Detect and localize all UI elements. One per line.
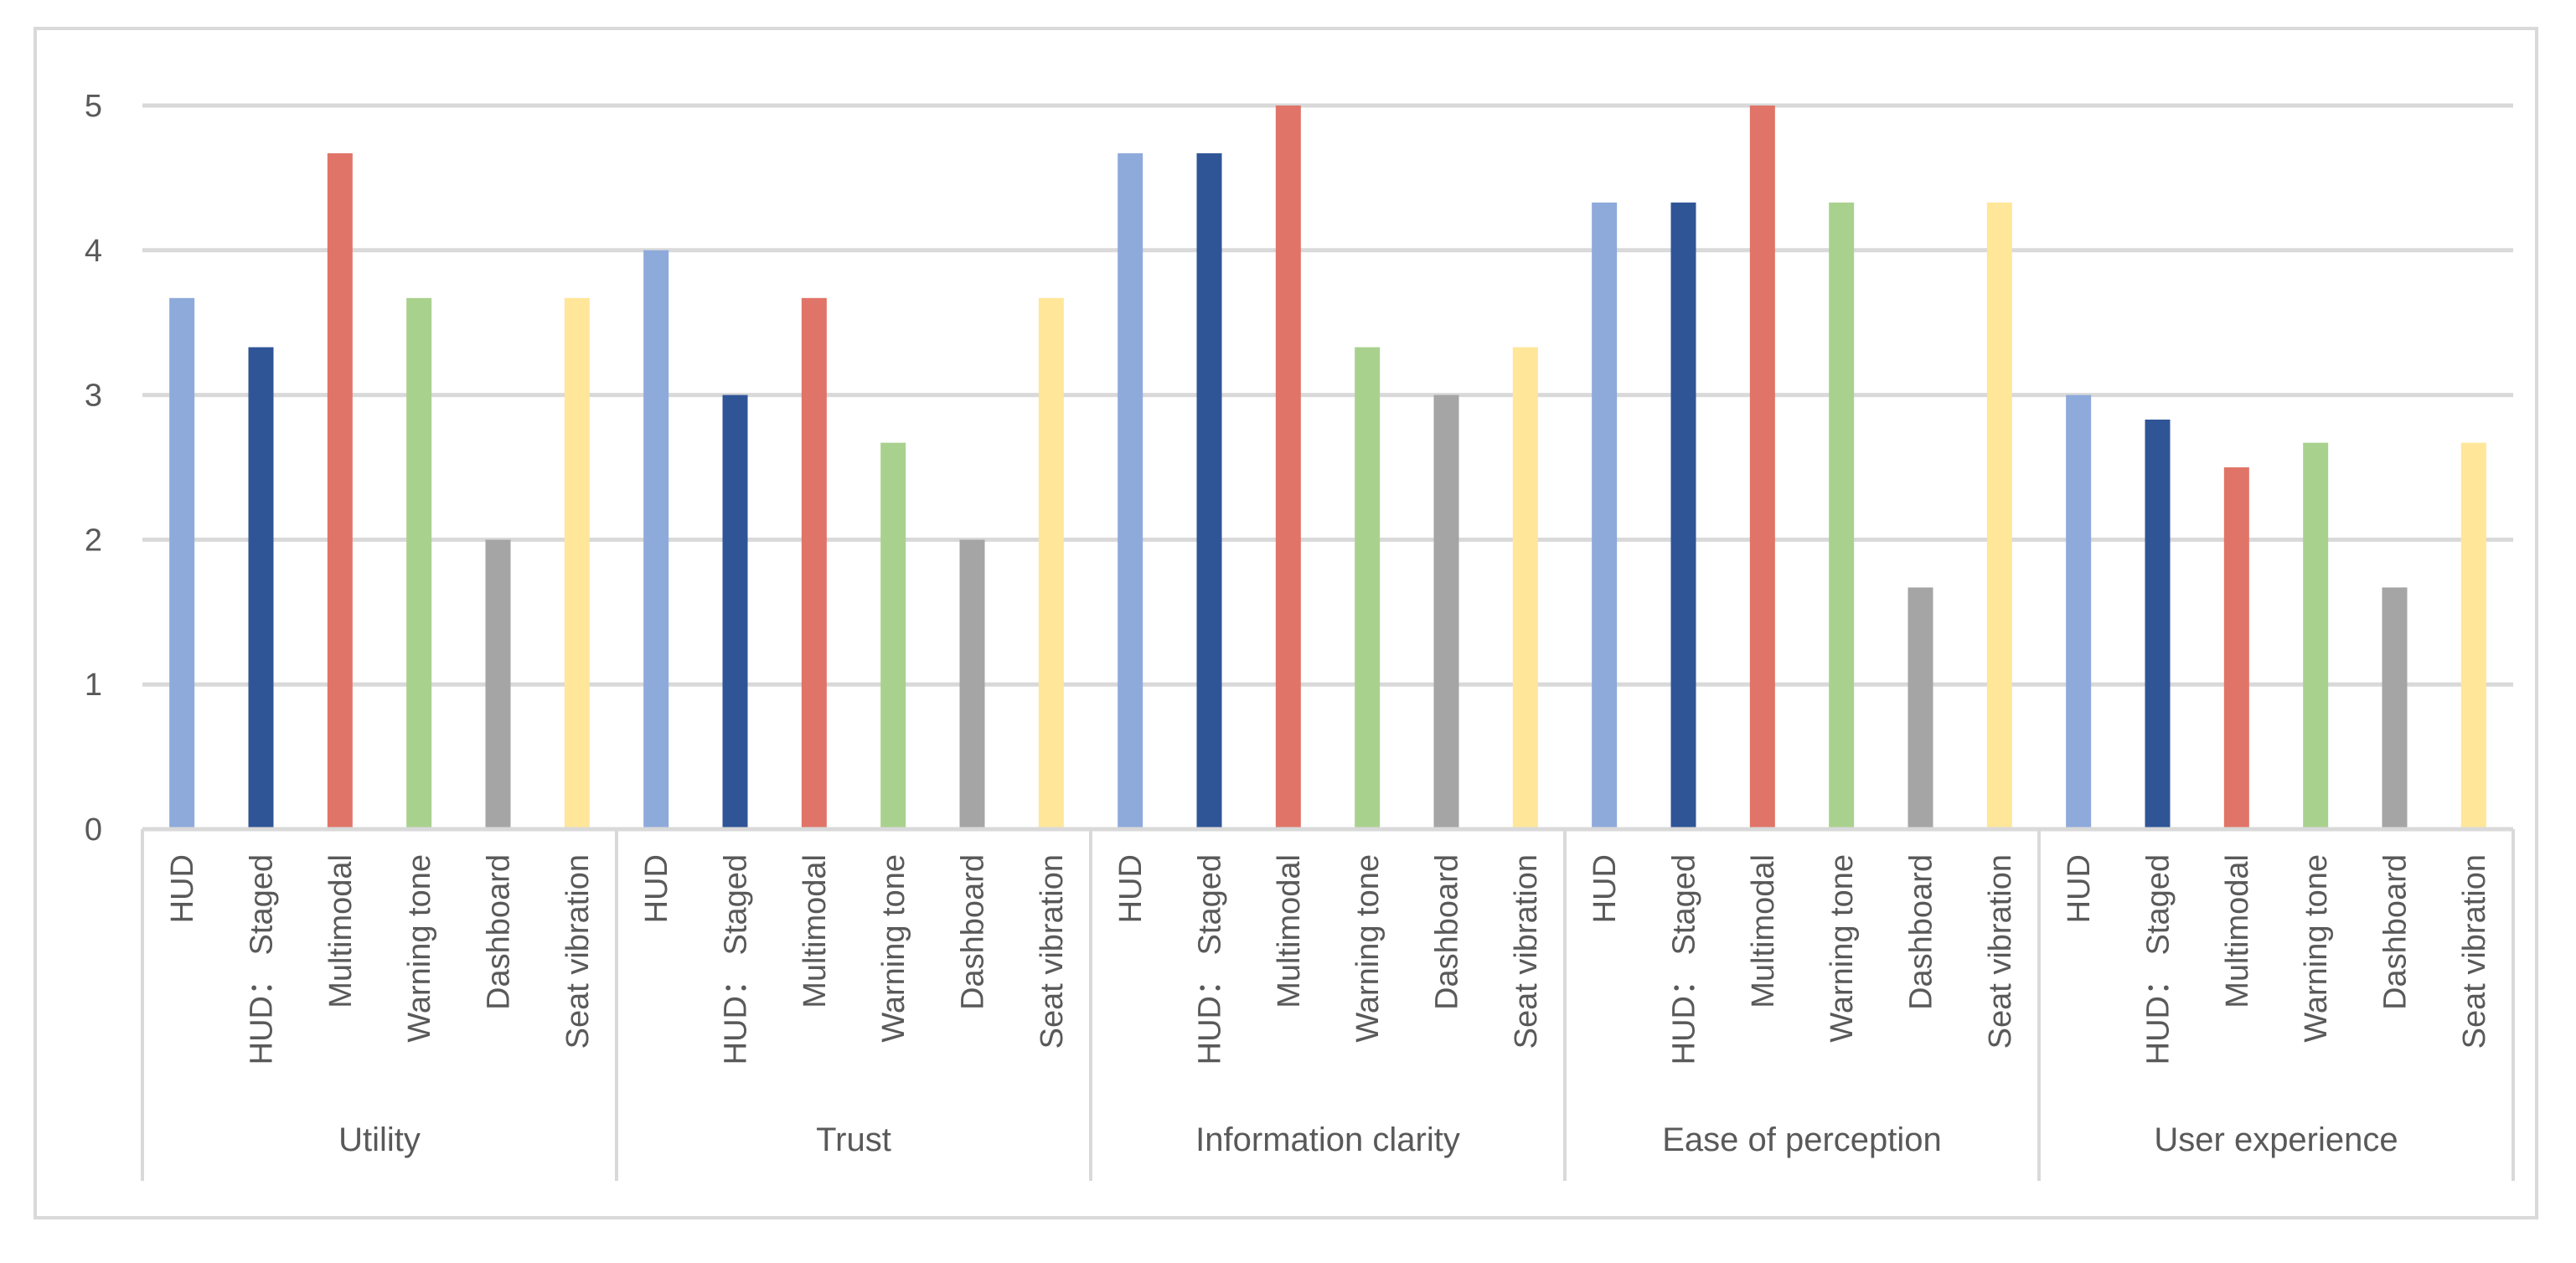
group-label-utility: Utility — [338, 1121, 421, 1158]
bar-trust-hud-staged — [722, 394, 748, 830]
bar-information-clarity-seat-vibration — [1512, 347, 1538, 829]
y-tick-label-2: 2 — [85, 523, 102, 558]
bar-information-clarity-dashboard — [1433, 394, 1459, 830]
bar-ease-of-perception-hud — [1592, 202, 1618, 829]
category-label-ease-of-perception-seat-vibration: Seat vibration — [1983, 854, 2018, 1049]
category-label-user-experience-hud-staged: HUD： Staged — [2141, 854, 2176, 1065]
bar-trust-multimodal — [801, 297, 827, 830]
category-label-trust-hud-staged: HUD： Staged — [719, 854, 754, 1065]
category-label-information-clarity-hud: HUD — [1113, 854, 1149, 923]
x-axis-category-labels: HUD HUD： Staged Multimodal Warning tone Dash… — [165, 854, 2492, 1065]
bar-information-clarity-hud-staged — [1196, 153, 1222, 830]
x-axis-group-labels: Utility Trust Information clarity Ease of p… — [338, 1121, 2398, 1158]
bar-ease-of-perception-multimodal — [1749, 106, 1775, 829]
category-label-ease-of-perception-multimodal: Multimodal — [1746, 854, 1781, 1008]
category-label-user-experience-multimodal: Multimodal — [2220, 854, 2255, 1008]
bar-utility-seat-vibration — [564, 297, 590, 830]
bar-user-experience-hud — [2066, 394, 2092, 830]
bar-user-experience-warning-tone — [2303, 442, 2329, 829]
category-label-user-experience-dashboard: Dashboard — [2378, 854, 2413, 1010]
bar-ease-of-perception-hud-staged — [1670, 202, 1696, 829]
category-label-user-experience-seat-vibration: Seat vibration — [2457, 854, 2492, 1049]
bar-information-clarity-multimodal — [1275, 106, 1301, 829]
category-label-utility-hud: HUD — [165, 854, 200, 923]
bar-trust-hud — [643, 250, 669, 829]
category-label-utility-dashboard: Dashboard — [482, 854, 517, 1010]
category-label-trust-seat-vibration: Seat vibration — [1035, 854, 1070, 1049]
bar-ease-of-perception-warning-tone — [1829, 202, 1855, 829]
category-label-utility-seat-vibration: Seat vibration — [560, 854, 596, 1049]
category-label-information-clarity-dashboard: Dashboard — [1430, 854, 1465, 1010]
y-tick-label-5: 5 — [85, 89, 102, 124]
bar-trust-dashboard — [959, 539, 985, 829]
x-axis — [141, 827, 2515, 1181]
category-label-ease-of-perception-warning-tone: Warning tone — [1825, 854, 1860, 1043]
category-label-information-clarity-warning-tone: Warning tone — [1350, 854, 1386, 1043]
category-label-information-clarity-hud-staged: HUD： Staged — [1193, 854, 1228, 1065]
category-label-information-clarity-multimodal: Multimodal — [1272, 854, 1307, 1008]
category-label-trust-warning-tone: Warning tone — [876, 854, 911, 1043]
category-label-trust-dashboard: Dashboard — [956, 854, 991, 1010]
chart-frame: 0 1 2 3 4 5 HUD HUD： Staged Multimodal Warning t… — [34, 27, 2538, 1219]
category-label-ease-of-perception-hud: HUD — [1587, 854, 1623, 923]
bar-utility-hud-staged — [248, 347, 274, 829]
category-label-utility-hud-staged: HUD： Staged — [245, 854, 280, 1065]
category-label-ease-of-perception-dashboard: Dashboard — [1904, 854, 1939, 1010]
bar-trust-seat-vibration — [1038, 297, 1064, 830]
group-label-ease-of-perception: Ease of perception — [1662, 1121, 1942, 1158]
category-label-utility-warning-tone: Warning tone — [402, 854, 437, 1043]
bar-chart: 0 1 2 3 4 5 HUD HUD： Staged Multimodal Warning t… — [85, 89, 2515, 1181]
category-label-trust-multimodal: Multimodal — [798, 854, 833, 1008]
y-tick-label-3: 3 — [85, 379, 102, 414]
bars — [169, 106, 2486, 830]
y-tick-label-1: 1 — [85, 668, 102, 703]
category-label-user-experience-warning-tone: Warning tone — [2299, 854, 2334, 1043]
group-label-user-experience: User experience — [2154, 1121, 2398, 1158]
y-axis-tick-labels: 0 1 2 3 4 5 — [85, 89, 102, 848]
bar-utility-multimodal — [327, 153, 353, 830]
bar-information-clarity-hud — [1118, 153, 1143, 830]
bar-user-experience-hud-staged — [2145, 419, 2171, 829]
bar-utility-warning-tone — [406, 297, 432, 830]
bar-utility-dashboard — [485, 539, 511, 829]
category-label-utility-multimodal: Multimodal — [323, 854, 359, 1008]
bar-utility-hud — [169, 297, 195, 830]
category-label-information-clarity-seat-vibration: Seat vibration — [1509, 854, 1544, 1049]
category-label-user-experience-hud: HUD — [2062, 854, 2097, 923]
bar-user-experience-dashboard — [2382, 587, 2408, 829]
bar-ease-of-perception-seat-vibration — [1986, 202, 2012, 829]
gridlines — [142, 103, 2513, 687]
bar-user-experience-seat-vibration — [2460, 442, 2486, 829]
y-tick-label-4: 4 — [85, 234, 102, 269]
y-tick-label-0: 0 — [85, 812, 102, 848]
group-label-information-clarity: Information clarity — [1195, 1121, 1460, 1158]
bar-information-clarity-warning-tone — [1355, 347, 1381, 829]
group-label-trust: Trust — [816, 1121, 891, 1158]
category-label-trust-hud: HUD — [639, 854, 674, 923]
bar-user-experience-multimodal — [2223, 467, 2249, 829]
bar-ease-of-perception-dashboard — [1907, 587, 1933, 829]
category-label-ease-of-perception-hud-staged: HUD： Staged — [1667, 854, 1702, 1065]
bar-trust-warning-tone — [880, 442, 906, 829]
